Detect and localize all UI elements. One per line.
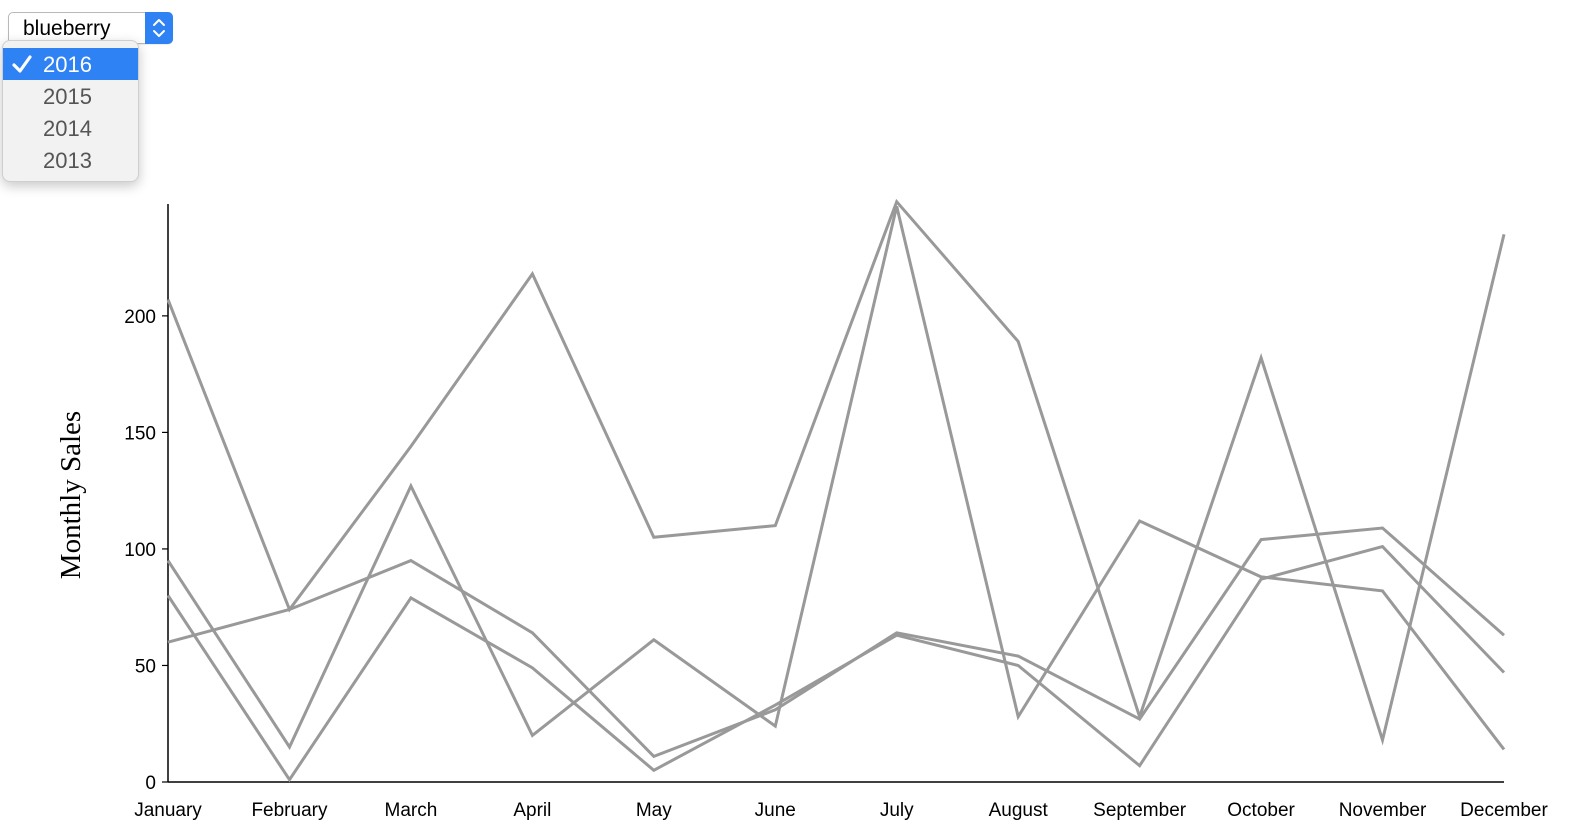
year-option-2016[interactable]: 2016 xyxy=(3,48,138,80)
series-line-2 xyxy=(166,205,1506,751)
y-tick-label: 150 xyxy=(124,423,156,444)
select-arrows-icon xyxy=(145,12,173,44)
year-option-label: 2015 xyxy=(43,84,92,109)
fruit-select-value: blueberry xyxy=(23,17,111,40)
x-tick-label: April xyxy=(513,800,551,821)
chart-labels: 0 50 100 150 200 January February March April May… xyxy=(55,307,1548,821)
y-tick-label: 200 xyxy=(124,307,156,328)
y-tick-label: 0 xyxy=(145,773,156,794)
series-line-4 xyxy=(167,526,1505,759)
checkmark-icon xyxy=(11,54,33,74)
year-option-2013[interactable]: 2013 xyxy=(3,144,138,176)
x-tick-label: February xyxy=(251,800,328,821)
year-dropdown: 2016 2015 2014 2013 xyxy=(2,40,139,182)
y-axis-title: Monthly Sales xyxy=(55,411,87,579)
x-tick-label: December xyxy=(1460,800,1548,821)
x-tick-label: May xyxy=(636,800,672,821)
series-line-1 xyxy=(166,198,1506,746)
year-option-label: 2014 xyxy=(43,116,92,141)
fruit-select[interactable]: blueberry xyxy=(8,12,173,44)
x-tick-label: July xyxy=(880,800,914,821)
x-tick-label: November xyxy=(1339,800,1427,821)
year-option-2015[interactable]: 2015 xyxy=(3,80,138,112)
x-tick-label: March xyxy=(385,800,438,821)
x-tick-label: January xyxy=(134,800,202,821)
chart-series xyxy=(166,198,1506,783)
x-tick-label: September xyxy=(1093,800,1187,821)
x-tick-label: October xyxy=(1227,800,1295,821)
year-option-label: 2013 xyxy=(43,148,92,173)
x-tick-label: August xyxy=(989,800,1049,821)
y-tick-label: 50 xyxy=(135,656,156,677)
year-option-label: 2016 xyxy=(43,52,92,77)
year-option-2014[interactable]: 2014 xyxy=(3,112,138,144)
x-tick-label: June xyxy=(755,800,796,821)
y-tick-label: 100 xyxy=(124,540,156,561)
